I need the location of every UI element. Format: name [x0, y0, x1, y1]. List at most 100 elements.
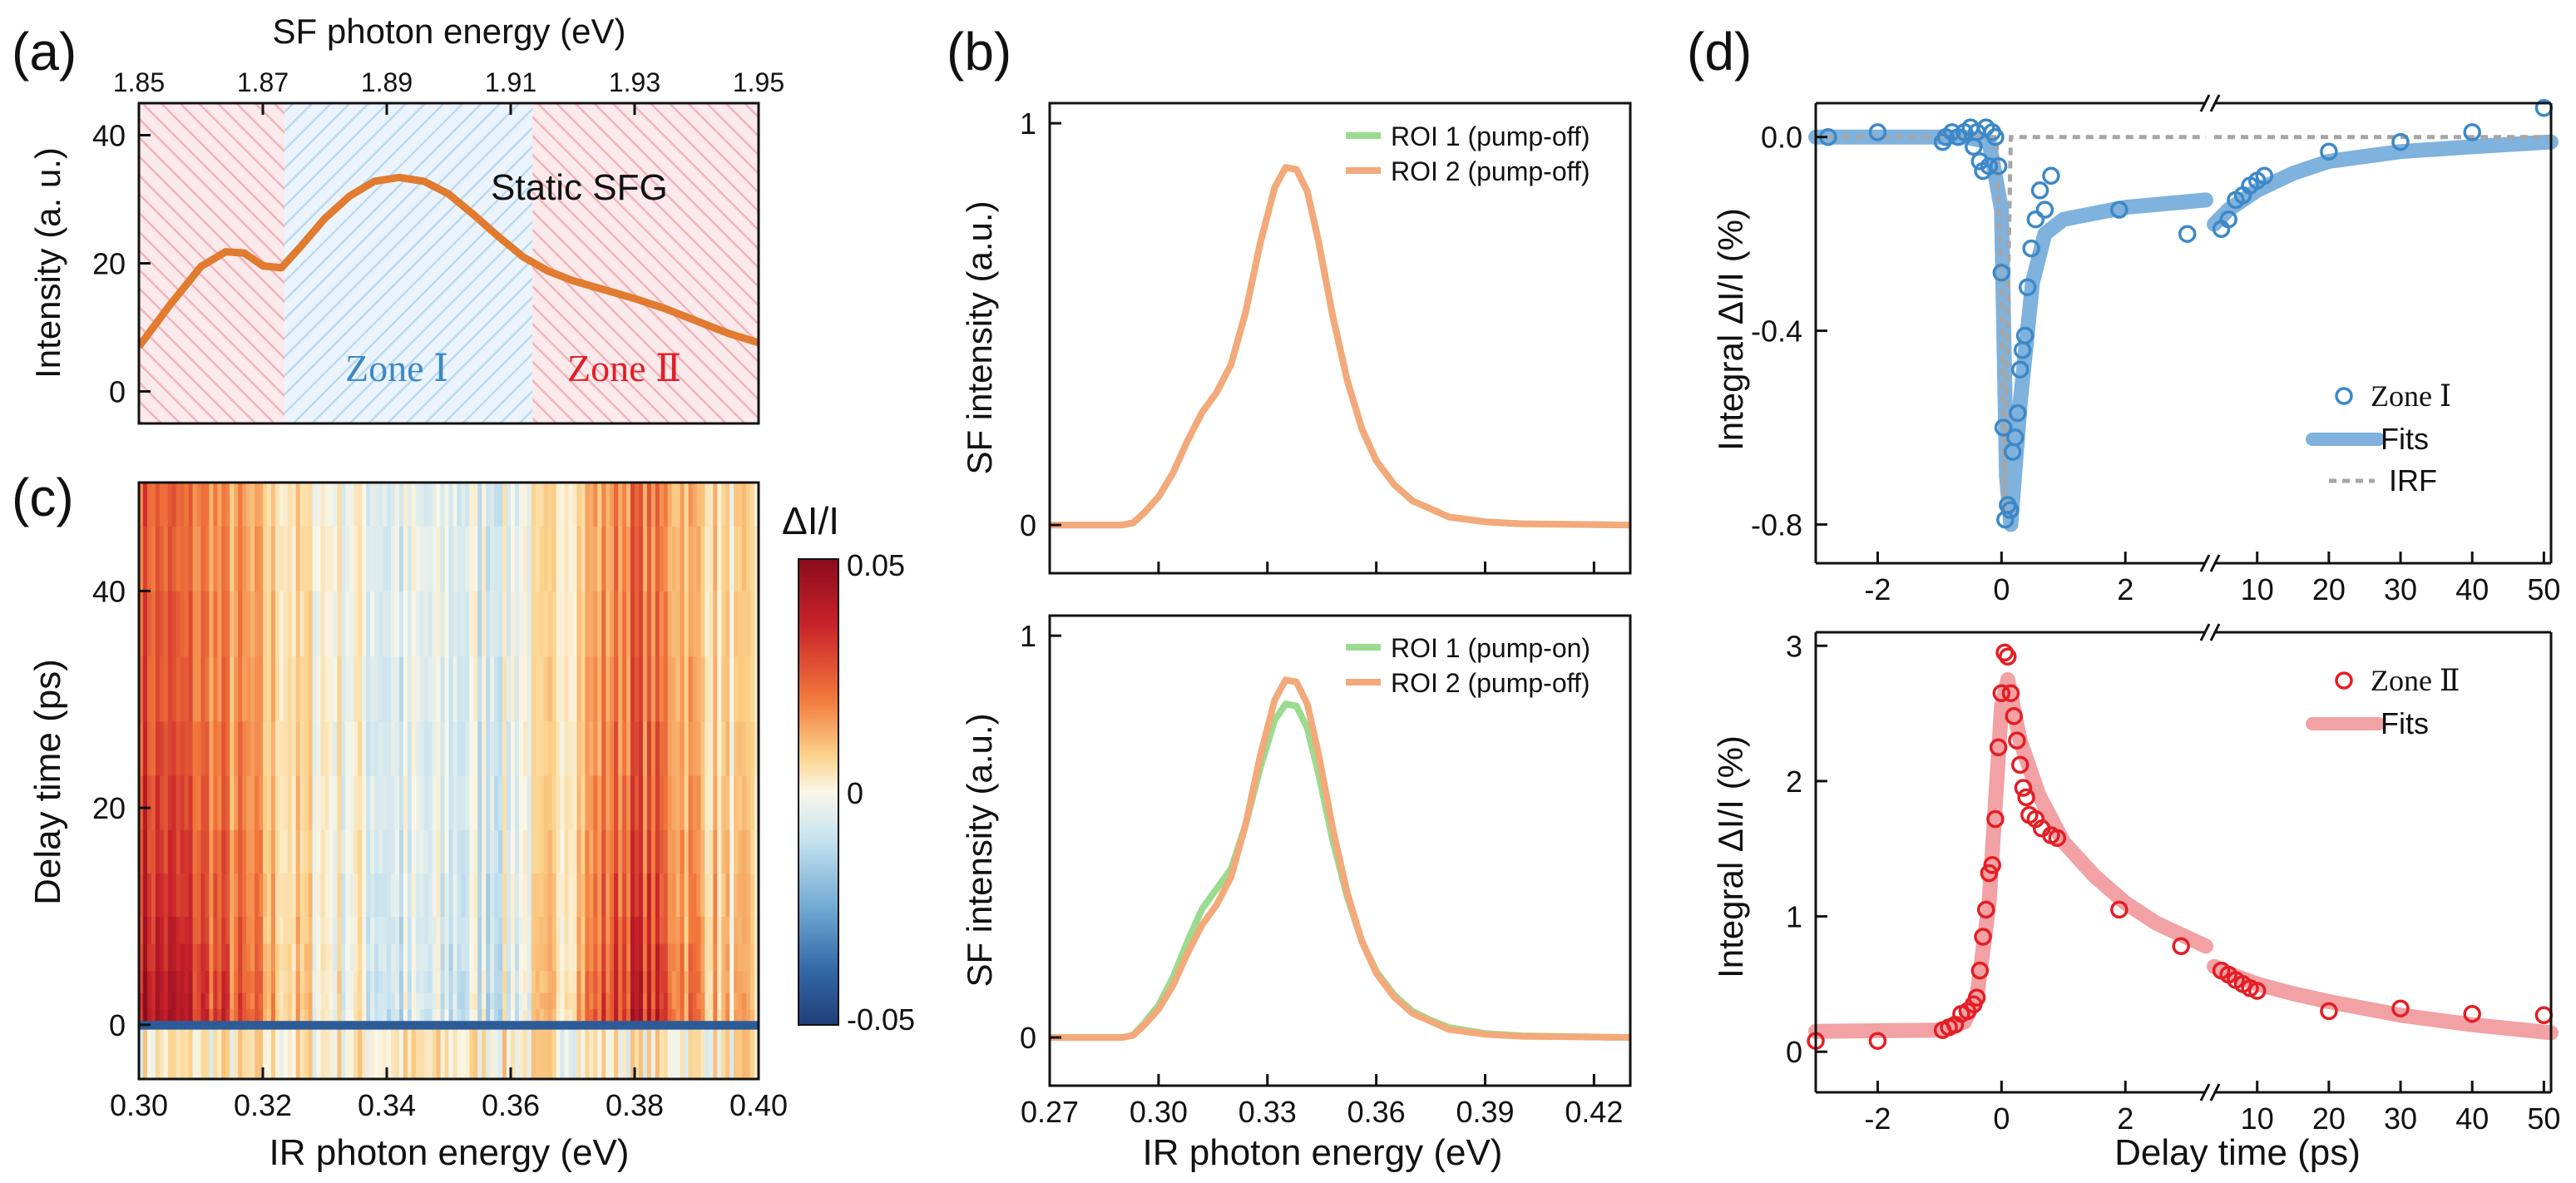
heatmap-cell [482, 873, 487, 918]
heatmap-cell [139, 720, 144, 776]
heatmap-cell [618, 943, 623, 972]
heatmap-cell [415, 873, 421, 918]
heatmap-cell [440, 1035, 446, 1047]
heatmap-cell [655, 1046, 660, 1064]
heatmap-cell [432, 775, 438, 830]
heatmap-cell [205, 1046, 210, 1064]
heatmap-cell [159, 483, 165, 527]
heatmap-cell [448, 916, 454, 944]
heatmap-cell [560, 916, 566, 944]
heatmap-cell [494, 970, 499, 993]
heatmap-cell [746, 1029, 751, 1037]
heatmap-cell [283, 873, 289, 918]
heatmap-cell [535, 943, 541, 972]
heatmap-cell [713, 656, 718, 722]
heatmap-cell [221, 829, 226, 874]
heatmap-cell [642, 970, 648, 993]
heatmap-cell [646, 526, 652, 592]
heatmap-cell [581, 483, 586, 527]
heatmap-cell [734, 526, 739, 592]
heatmap-cell [638, 916, 644, 944]
heatmap-cell [717, 775, 722, 830]
heatmap-cell [263, 526, 268, 592]
heatmap-cell [341, 775, 346, 830]
heatmap-cell [255, 916, 260, 944]
heatmap-cell [316, 970, 322, 993]
heatmap-cell [320, 873, 326, 918]
heatmap-cell [642, 1046, 648, 1064]
heatmap-cell [291, 1035, 297, 1047]
heatmap-cell [221, 1020, 226, 1030]
heatmap-cell [601, 829, 606, 874]
heatmap-cell [688, 1035, 694, 1047]
heatmap-cell [646, 483, 652, 527]
heatmap-cell [696, 873, 702, 918]
colorbar-tick-max: 0.05 [847, 548, 905, 582]
heatmap-cell [333, 1062, 338, 1079]
heatmap-cell [398, 483, 404, 527]
heatmap-cell [581, 970, 586, 993]
heatmap-cell [444, 775, 450, 830]
heatmap-cell [614, 943, 619, 972]
heatmap-cell [688, 943, 694, 972]
heatmap-cell [259, 526, 264, 592]
heatmap-cell [700, 1035, 706, 1047]
heatmap-cell [213, 526, 218, 592]
heatmap-cell [213, 873, 218, 918]
heatmap-cell [255, 1035, 260, 1047]
heatmap-cell [618, 1046, 623, 1064]
heatmap-cell [688, 1046, 694, 1064]
heatmap-cell [606, 720, 611, 776]
heatmap-cell [205, 720, 210, 776]
heatmap-cell [270, 943, 276, 972]
heatmap-cell [547, 526, 553, 592]
heatmap-cell [610, 656, 615, 722]
heatmap-cell [234, 1062, 239, 1079]
heatmap-cell [390, 656, 396, 722]
heatmap-cell [213, 1062, 218, 1079]
heatmap-cell [675, 656, 681, 722]
heatmap-cell [502, 1008, 507, 1022]
heatmap-cell [556, 591, 561, 657]
heatmap-cell [610, 1008, 615, 1022]
heatmap-cell [742, 943, 747, 972]
heatmap-cell [601, 1046, 606, 1064]
heatmap-cell [142, 483, 148, 527]
heatmap-cell [465, 916, 470, 944]
heatmap-cell [217, 916, 222, 944]
heatmap-cell [729, 775, 734, 830]
heatmap-cell [539, 1020, 545, 1030]
heatmap-cell [295, 873, 301, 918]
heatmap-cell [750, 1035, 755, 1047]
heatmap-cell [547, 829, 553, 874]
heatmap-cell [729, 1046, 734, 1064]
heatmap-cell [259, 591, 264, 657]
heatmap-cell [709, 829, 714, 874]
heatmap-cell [345, 483, 350, 527]
heatmap-cell [452, 873, 458, 918]
heatmap-cell [680, 656, 685, 722]
heatmap-cell [473, 1062, 478, 1079]
legend-fits-label-red: Fits [2381, 706, 2429, 740]
heatmap-cell [217, 775, 222, 830]
heatmap-cell [287, 829, 293, 874]
heatmap-cell [606, 916, 611, 944]
heatmap-cell [671, 1062, 677, 1079]
heatmap-cell [734, 1035, 739, 1047]
heatmap-cell [209, 1020, 214, 1030]
heatmap-cell [547, 1046, 553, 1064]
heatmap-cell [675, 970, 681, 993]
heatmap-cell [498, 1029, 503, 1037]
heatmap-cell [465, 1062, 470, 1079]
heatmap-cell [568, 943, 574, 972]
heatmap-cell [312, 1062, 318, 1079]
heatmap-cell [746, 1062, 751, 1079]
heatmap-cell [742, 656, 747, 722]
heatmap-cell [362, 873, 367, 918]
heatmap-cell [717, 1062, 722, 1079]
heatmap-cell [259, 720, 264, 776]
heatmap-cell [440, 1062, 446, 1079]
heatmap-cell [688, 775, 694, 830]
heatmap-cell [597, 720, 602, 776]
heatmap-cell [498, 1046, 503, 1064]
